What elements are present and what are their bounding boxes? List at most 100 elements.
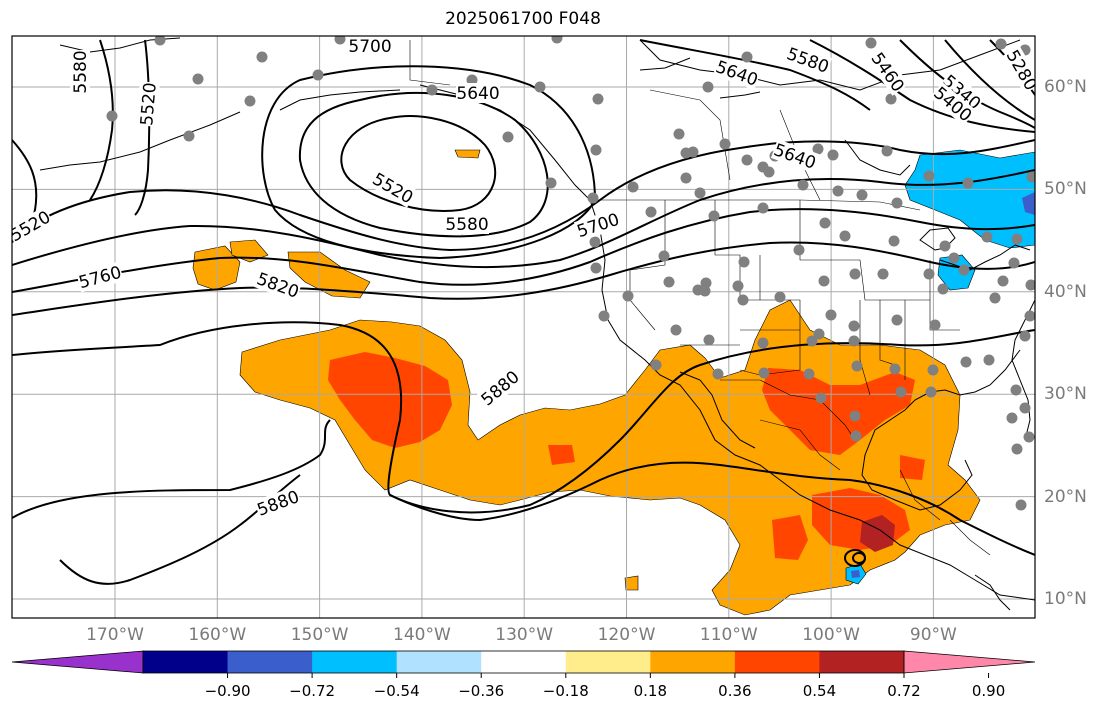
positive-anomaly-area [239, 299, 981, 616]
station-marker [774, 291, 786, 303]
latitude-tick-label: 10°N [1044, 589, 1087, 609]
station-marker [815, 392, 827, 404]
colorbar-tick-label: 0.72 [887, 682, 921, 700]
station-marker [551, 36, 563, 44]
station-marker [856, 189, 868, 201]
station-marker [851, 360, 863, 372]
contour-label-background [348, 36, 392, 56]
station-marker [819, 217, 831, 229]
longitude-tick-label: 150°W [290, 625, 349, 645]
station-marker [962, 177, 974, 189]
station-marker [1019, 330, 1031, 342]
station-marker [703, 334, 715, 346]
station-marker [812, 143, 824, 155]
colorbar-segment [481, 651, 567, 673]
longitude-tick-label: 130°W [495, 625, 554, 645]
strong-positive-anomaly-area [772, 515, 808, 560]
colorbar-outline [142, 650, 905, 674]
station-marker [466, 74, 478, 86]
station-marker [1019, 402, 1031, 414]
station-marker [895, 386, 907, 398]
station-marker [925, 386, 937, 398]
contour-label-background [770, 139, 820, 173]
station-marker [758, 367, 770, 379]
negative-anomaly-area [1022, 192, 1035, 215]
station-marker [793, 244, 805, 256]
station-marker [312, 69, 324, 81]
positive-anomaly-area [624, 575, 639, 591]
contour-label-background [938, 70, 986, 114]
station-marker [989, 292, 1001, 304]
station-marker [849, 410, 861, 422]
contour-label: 5820 [254, 269, 301, 303]
station-marker [923, 170, 935, 182]
contour-label-background [76, 261, 124, 293]
station-marker [832, 185, 844, 197]
station-marker [106, 110, 118, 122]
station-marker [673, 128, 685, 140]
station-marker [997, 275, 1009, 287]
colorbar-segment [312, 651, 398, 673]
station-marker [958, 264, 970, 276]
station-marker [334, 36, 346, 45]
station-marker [1006, 412, 1018, 424]
station-marker [545, 177, 557, 189]
latitude-tick-label: 20°N [1044, 486, 1087, 507]
station-marker [1023, 431, 1035, 443]
station-marker [741, 154, 753, 166]
station-marker [1015, 499, 1027, 511]
station-marker [1011, 233, 1023, 245]
station-marker [825, 309, 837, 321]
station-marker [937, 283, 949, 295]
station-marker [848, 335, 860, 347]
contour-label-background [368, 168, 418, 208]
longitude-tick-label: 100°W [802, 625, 860, 645]
station-marker [849, 268, 861, 280]
station-marker [939, 240, 951, 252]
station-marker [929, 319, 941, 331]
latitude-tick-label: 50°N [1044, 179, 1087, 200]
contour-label-background [476, 366, 524, 410]
station-marker [192, 73, 204, 85]
station-marker [590, 262, 602, 274]
station-marker [1011, 443, 1023, 455]
station-marker [927, 364, 939, 376]
station-marker [700, 277, 712, 289]
colorbar-segment [565, 651, 651, 673]
contour-label: 5640 [456, 84, 499, 104]
station-marker [650, 359, 662, 371]
station-marker [590, 144, 602, 156]
colorbar-tick-label: 0.90 [971, 682, 1006, 700]
station-marker [797, 179, 809, 191]
strong-positive-anomaly-area [548, 445, 575, 465]
colorbar-tick-label: −0.90 [204, 682, 251, 700]
contour-label-background [929, 82, 977, 126]
colorbar-segment [396, 651, 482, 673]
negative-anomaly-area [851, 570, 860, 578]
colorbar-tick-label: 0.18 [633, 682, 668, 700]
station-marker [183, 130, 195, 142]
station-marker [502, 131, 514, 143]
colorbar-min-extension [11, 650, 144, 674]
station-marker [1025, 279, 1035, 291]
station-marker [645, 206, 657, 218]
station-marker [534, 81, 546, 93]
station-marker [598, 310, 610, 322]
station-marker [1024, 310, 1035, 322]
station-marker [865, 37, 877, 49]
latitude-tick-label: 30°N [1044, 384, 1087, 405]
station-marker [877, 268, 889, 280]
station-marker [891, 314, 903, 326]
contour-label: 5700 [348, 37, 391, 57]
station-marker [426, 84, 438, 96]
strong-positive-anomaly-area [900, 455, 925, 480]
colorbar [11, 650, 1036, 678]
contour-label-background [12, 206, 55, 246]
station-marker [888, 235, 900, 247]
longitude-tick-label: 160°W [188, 625, 247, 645]
station-marker [692, 284, 704, 296]
station-marker [687, 146, 699, 158]
contour-label: 5580 [445, 215, 488, 235]
colorbar-tick-label: −0.54 [373, 682, 420, 700]
colorbar-tick-label: 0.36 [718, 682, 752, 700]
